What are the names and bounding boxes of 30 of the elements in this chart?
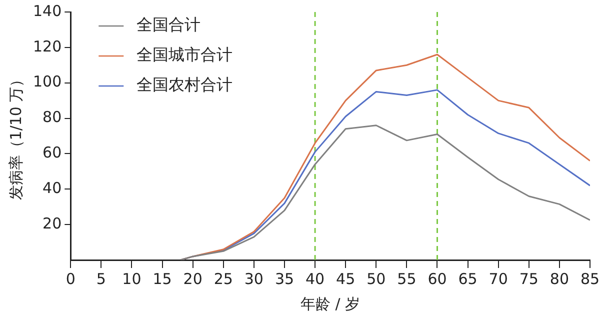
x-tick-label: 20 [183,270,202,288]
x-tick-label: 35 [274,270,294,288]
y-tick-label: 80 [42,108,62,126]
legend-label: 全国合计 [136,15,201,34]
x-tick-label: 70 [488,270,508,288]
y-tick-label: 60 [42,144,62,162]
x-tick-label: 40 [305,270,325,288]
x-tick-label: 15 [152,270,172,288]
y-tick-label: 40 [42,179,62,198]
x-tick-label: 60 [428,270,447,288]
x-tick-label: 75 [519,270,538,288]
y-tick-label: 140 [32,2,62,20]
x-tick-label: 45 [336,270,356,288]
y-tick-label: 20 [42,214,62,232]
x-tick-label: 30 [244,270,264,288]
x-tick-label: 0 [66,270,76,288]
x-tick-label: 55 [397,270,416,288]
y-axis-title: 发病率（1/10 万） [6,72,25,200]
x-tick-label: 80 [550,270,569,288]
legend-label: 全国城市合计 [136,45,233,64]
legend-label: 全国农村合计 [136,75,233,94]
x-tick-label: 65 [458,270,478,288]
y-tick-label: 100 [32,72,62,91]
x-tick-label: 85 [580,270,600,288]
x-tick-label: 5 [96,270,106,288]
y-tick-label: 120 [32,37,62,56]
x-tick-label: 10 [122,270,142,288]
x-tick-label: 25 [214,270,233,288]
x-tick-label: 50 [366,270,386,288]
x-axis-title: 年龄 / 岁 [300,294,360,313]
